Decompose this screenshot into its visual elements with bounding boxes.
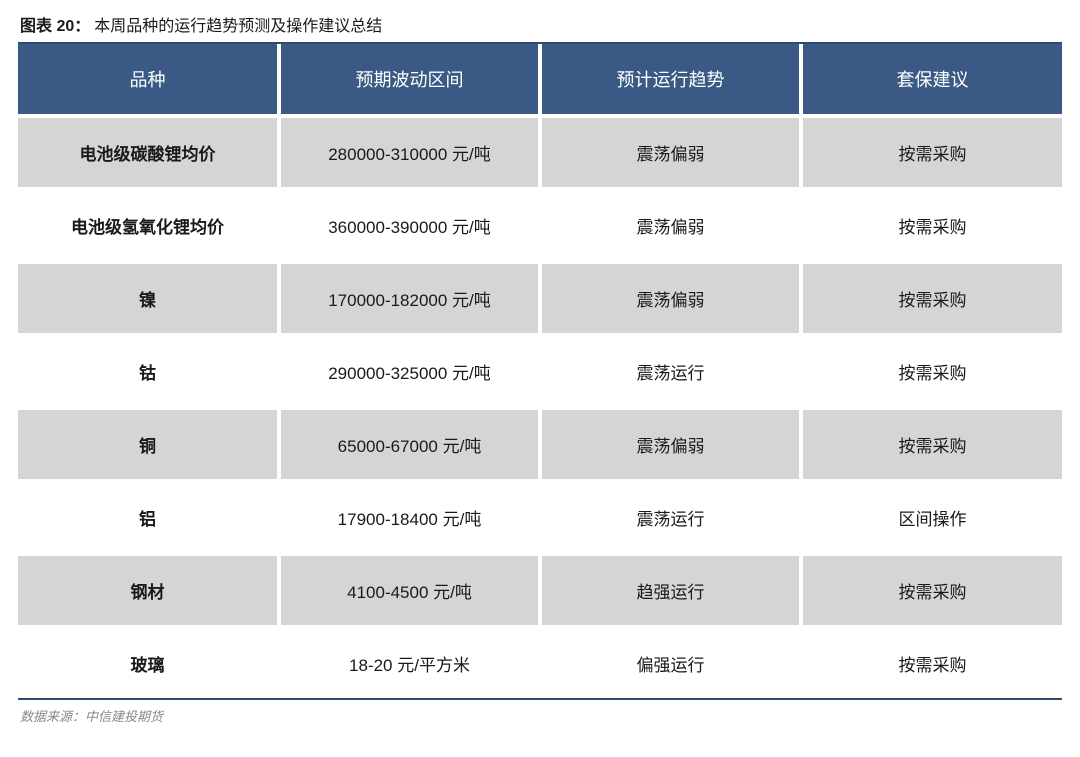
cell-range: 290000-325000 元/吨 [279,335,540,408]
cell-variety: 镍 [18,262,279,335]
cell-range: 280000-310000 元/吨 [279,116,540,189]
cell-variety: 电池级碳酸锂均价 [18,116,279,189]
cell-range: 17900-18400 元/吨 [279,481,540,554]
cell-trend: 趋强运行 [540,554,801,627]
forecast-table: 品种 预期波动区间 预计运行趋势 套保建议 电池级碳酸锂均价 280000-31… [18,44,1062,698]
table-row: 钴 290000-325000 元/吨 震荡运行 按需采购 [18,335,1062,408]
figure-caption: 图表 20：本周品种的运行趋势预测及操作建议总结 [18,12,1062,36]
table-wrapper: 品种 预期波动区间 预计运行趋势 套保建议 电池级碳酸锂均价 280000-31… [18,42,1062,700]
cell-variety: 钴 [18,335,279,408]
cell-hedge: 按需采购 [801,408,1062,481]
cell-hedge: 按需采购 [801,262,1062,335]
table-row: 电池级碳酸锂均价 280000-310000 元/吨 震荡偏弱 按需采购 [18,116,1062,189]
cell-range: 65000-67000 元/吨 [279,408,540,481]
caption-text: 本周品种的运行趋势预测及操作建议总结 [94,18,382,35]
table-body: 电池级碳酸锂均价 280000-310000 元/吨 震荡偏弱 按需采购 电池级… [18,116,1062,698]
cell-trend: 震荡运行 [540,481,801,554]
table-row: 电池级氢氧化锂均价 360000-390000 元/吨 震荡偏弱 按需采购 [18,189,1062,262]
cell-variety: 铜 [18,408,279,481]
cell-variety: 钢材 [18,554,279,627]
col-header-hedge: 套保建议 [801,44,1062,116]
cell-hedge: 按需采购 [801,554,1062,627]
cell-hedge: 按需采购 [801,627,1062,698]
col-header-trend: 预计运行趋势 [540,44,801,116]
table-row: 铝 17900-18400 元/吨 震荡运行 区间操作 [18,481,1062,554]
cell-range: 4100-4500 元/吨 [279,554,540,627]
caption-prefix: 图表 20： [20,18,90,35]
cell-range: 170000-182000 元/吨 [279,262,540,335]
cell-range: 18-20 元/平方米 [279,627,540,698]
cell-hedge: 按需采购 [801,189,1062,262]
cell-trend: 震荡偏弱 [540,116,801,189]
cell-trend: 震荡运行 [540,335,801,408]
cell-variety: 电池级氢氧化锂均价 [18,189,279,262]
data-source: 数据来源：中信建投期货 [18,706,1062,725]
table-header-row: 品种 预期波动区间 预计运行趋势 套保建议 [18,44,1062,116]
cell-hedge: 按需采购 [801,335,1062,408]
table-row: 镍 170000-182000 元/吨 震荡偏弱 按需采购 [18,262,1062,335]
table-row: 玻璃 18-20 元/平方米 偏强运行 按需采购 [18,627,1062,698]
cell-trend: 震荡偏弱 [540,408,801,481]
col-header-range: 预期波动区间 [279,44,540,116]
cell-hedge: 区间操作 [801,481,1062,554]
cell-variety: 铝 [18,481,279,554]
cell-trend: 震荡偏弱 [540,262,801,335]
table-row: 铜 65000-67000 元/吨 震荡偏弱 按需采购 [18,408,1062,481]
cell-range: 360000-390000 元/吨 [279,189,540,262]
table-row: 钢材 4100-4500 元/吨 趋强运行 按需采购 [18,554,1062,627]
cell-hedge: 按需采购 [801,116,1062,189]
cell-trend: 震荡偏弱 [540,189,801,262]
cell-trend: 偏强运行 [540,627,801,698]
cell-variety: 玻璃 [18,627,279,698]
col-header-variety: 品种 [18,44,279,116]
